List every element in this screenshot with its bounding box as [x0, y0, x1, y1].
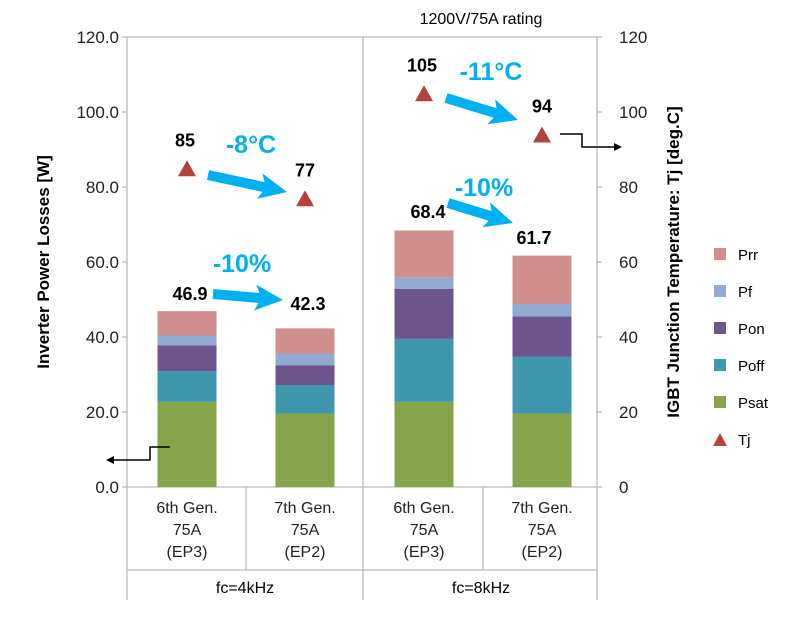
y2-tick-label: 60 [619, 253, 638, 272]
left-axis-pointer [112, 446, 170, 461]
legend-label: Poff [738, 358, 765, 375]
y2-tick-label: 120 [619, 28, 647, 47]
bar-segment-pf [512, 304, 572, 317]
y2-tick-label: 0 [619, 478, 628, 497]
category-label: (EP3) [404, 544, 445, 561]
chart-title: 1200V/75A rating [420, 11, 543, 28]
y-axis-label: Inverter Power Losses [W] [34, 155, 53, 369]
y2-tick-label: 100 [619, 103, 647, 122]
bar-segment-prr [275, 328, 335, 354]
legend-swatch [714, 359, 726, 371]
bar-segment-pon [157, 345, 217, 372]
y2-tick-label: 80 [619, 178, 638, 197]
category-label: 75A [528, 522, 557, 539]
category-label: (EP3) [167, 544, 208, 561]
y2-tick-label: 40 [619, 328, 638, 347]
legend-label: Pon [738, 321, 765, 338]
bar-segment-poff [275, 385, 335, 414]
y2-tick-label: 20 [619, 403, 638, 422]
blue-arrow-icon [446, 198, 514, 228]
category-label: 75A [410, 522, 439, 539]
blue-arrow-icon [444, 93, 518, 125]
tj-marker [178, 160, 196, 177]
legend-swatch [714, 396, 726, 408]
blue-arrow-icon [212, 284, 284, 311]
y-tick-label: 20.0 [86, 403, 119, 422]
category-label: (EP2) [522, 544, 563, 561]
total-label: 46.9 [172, 284, 207, 304]
y2-axis-label: IGBT Junction Temperature: Tj [deg.C] [664, 106, 683, 417]
blue-arrow-icon [206, 170, 288, 199]
bar-segment-pf [394, 277, 454, 289]
bar-segment-pon [394, 289, 454, 339]
bar-segment-psat [275, 413, 335, 487]
legend-label: Pf [738, 284, 753, 301]
legend-label: Psat [738, 395, 769, 412]
tj-reduction-4k: -8°C [226, 131, 276, 159]
tj-reduction-8k: -11°C [460, 58, 523, 86]
bar-segment-poff [157, 371, 217, 402]
total-label: 61.7 [516, 228, 551, 248]
tj-label: 105 [407, 55, 437, 75]
bar-segment-pon [512, 316, 572, 357]
tj-marker [533, 126, 551, 143]
y-tick-label: 0.0 [95, 478, 119, 497]
loss-reduction-8k: -10% [455, 174, 513, 202]
left-arrow-icon [106, 456, 114, 464]
group-label: fc=4kHz [216, 580, 274, 597]
legend-tj-marker [713, 433, 727, 446]
y-tick-label: 100.0 [76, 103, 119, 122]
loss-reduction-4k: -10% [213, 250, 271, 278]
bar-segment-prr [512, 255, 572, 304]
total-label: 68.4 [410, 202, 445, 222]
tj-label: 94 [532, 97, 552, 117]
right-axis-pointer [560, 133, 616, 148]
tj-marker [296, 190, 314, 207]
tj-marker [415, 85, 433, 102]
total-label: 42.3 [290, 294, 325, 314]
category-label: 75A [291, 522, 320, 539]
legend-label: Prr [738, 247, 758, 264]
y-tick-label: 40.0 [86, 328, 119, 347]
bar-segment-prr [157, 311, 217, 336]
category-label: 75A [173, 522, 202, 539]
tj-label: 85 [175, 130, 195, 150]
legend-swatch [714, 322, 726, 334]
category-label: (EP2) [285, 544, 326, 561]
bar-segment-prr [394, 230, 454, 278]
tj-label: 77 [295, 160, 315, 180]
category-label: 7th Gen. [511, 500, 572, 517]
bar-segment-pon [275, 365, 335, 385]
y-tick-label: 80.0 [86, 178, 119, 197]
bar-segment-pf [275, 353, 335, 366]
category-label: 7th Gen. [274, 500, 335, 517]
right-arrow-icon [614, 143, 622, 151]
bar-segment-poff [512, 356, 572, 414]
category-label: 6th Gen. [156, 500, 217, 517]
legend-swatch [714, 285, 726, 297]
bar-segment-psat [512, 413, 572, 487]
bar-segment-poff [394, 338, 454, 402]
bar-segment-pf [157, 335, 217, 346]
y-tick-label: 60.0 [86, 253, 119, 272]
group-label: fc=8kHz [452, 580, 510, 597]
bar-segment-psat [394, 401, 454, 487]
legend-swatch [714, 248, 726, 260]
bar-segment-psat [157, 401, 217, 487]
legend-label: Tj [738, 432, 751, 449]
y-tick-label: 120.0 [76, 28, 119, 47]
category-label: 6th Gen. [393, 500, 454, 517]
